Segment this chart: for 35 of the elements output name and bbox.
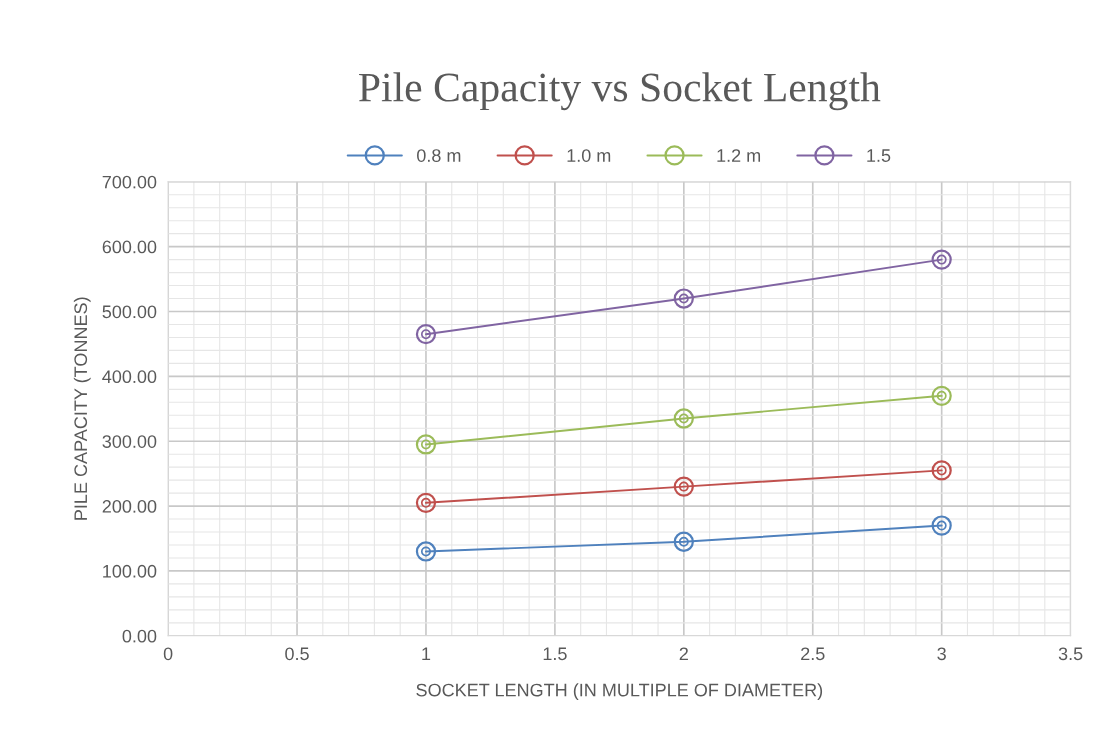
x-tick-label: 1 <box>422 647 431 660</box>
point <box>673 476 694 497</box>
legend-label: 1.5 <box>867 149 891 162</box>
legend-label: 0.8 m <box>417 149 461 162</box>
point <box>415 492 437 513</box>
y-tick-label: 700.00 <box>102 175 157 189</box>
y-tick-label: 600.00 <box>102 240 157 254</box>
point <box>931 515 952 536</box>
legend-label: 1.0 m <box>567 149 611 162</box>
y-tick-label: 100.00 <box>103 564 157 578</box>
x-tick-label: 0.5 <box>285 647 309 661</box>
point <box>415 434 437 455</box>
point <box>931 385 952 406</box>
point <box>673 288 694 309</box>
y-tick-label: 400.00 <box>102 370 157 384</box>
y-tick-label: 0.00 <box>122 629 157 643</box>
y-tick-label: 300.00 <box>102 435 157 448</box>
point <box>415 324 437 345</box>
y-tick-label: 200.00 <box>102 500 157 513</box>
y-axis-title: PILE CAPACITY (TONNES) <box>73 297 91 520</box>
legend-label: 1.2 m <box>717 149 761 162</box>
point <box>931 460 952 481</box>
x-axis-title: SOCKET LENGTH (IN MULTIPLE OF DIAMETER) <box>416 683 823 701</box>
x-tick-label: 3.5 <box>1058 647 1083 661</box>
point <box>931 249 952 270</box>
x-tick-label: 3 <box>937 647 946 661</box>
x-tick-label: 0 <box>163 647 173 661</box>
x-tick-label: 2.5 <box>801 647 825 661</box>
point <box>673 531 694 552</box>
x-tick-label: 2 <box>679 647 688 660</box>
x-tick-label: 1.5 <box>543 647 567 661</box>
y-tick-label: 500.00 <box>102 305 157 319</box>
chart-title: Pile Capacity vs Socket Length <box>359 72 881 111</box>
point <box>415 541 437 562</box>
point <box>673 408 694 429</box>
